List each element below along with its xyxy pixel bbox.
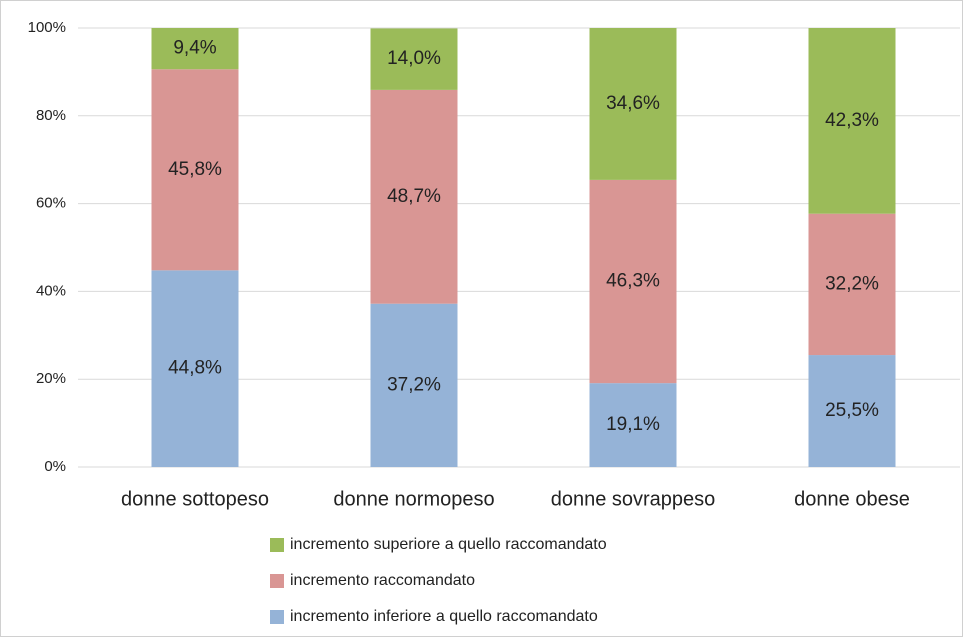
data-label: 9,4% bbox=[173, 38, 216, 59]
legend-label: incremento superiore a quello raccomanda… bbox=[290, 536, 607, 553]
data-label: 44,8% bbox=[168, 358, 222, 379]
y-tick-label: 100% bbox=[28, 19, 66, 36]
data-label: 14,0% bbox=[387, 48, 441, 69]
y-tick-label: 80% bbox=[36, 107, 66, 124]
bar-segment bbox=[808, 355, 896, 467]
legend-swatch bbox=[270, 610, 284, 624]
data-label: 25,5% bbox=[825, 400, 879, 421]
data-label: 37,2% bbox=[387, 374, 441, 395]
bar-segment bbox=[151, 270, 239, 467]
bar-segment bbox=[370, 28, 458, 90]
bar-segment bbox=[589, 383, 677, 467]
x-tick-label: donne sovrappeso bbox=[551, 488, 716, 510]
bar-segment bbox=[589, 179, 677, 384]
x-tick-label: donne sottopeso bbox=[121, 488, 269, 510]
y-tick-label: 0% bbox=[44, 458, 66, 475]
data-label: 34,6% bbox=[606, 93, 660, 114]
data-label: 45,8% bbox=[168, 159, 222, 180]
x-tick-label: donne obese bbox=[794, 488, 910, 510]
data-label: 42,3% bbox=[825, 110, 879, 131]
data-label: 48,7% bbox=[387, 186, 441, 207]
bar-segment bbox=[151, 69, 239, 271]
bar-segment bbox=[370, 89, 458, 304]
y-tick-label: 20% bbox=[36, 370, 66, 387]
legend-swatch bbox=[270, 538, 284, 552]
bar-segment bbox=[370, 303, 458, 467]
bar-segment bbox=[151, 28, 239, 70]
legend-label: incremento inferiore a quello raccomanda… bbox=[290, 608, 598, 625]
y-tick-label: 60% bbox=[36, 195, 66, 212]
bar-segment bbox=[589, 28, 677, 180]
bar-segment bbox=[808, 213, 896, 356]
y-tick-label: 40% bbox=[36, 282, 66, 299]
x-tick-label: donne normopeso bbox=[333, 488, 494, 510]
data-label: 32,2% bbox=[825, 273, 879, 294]
bar-segment bbox=[808, 28, 896, 214]
data-label: 19,1% bbox=[606, 414, 660, 435]
legend-swatch bbox=[270, 574, 284, 588]
legend-label: incremento raccomandato bbox=[290, 572, 475, 589]
data-label: 46,3% bbox=[606, 271, 660, 292]
